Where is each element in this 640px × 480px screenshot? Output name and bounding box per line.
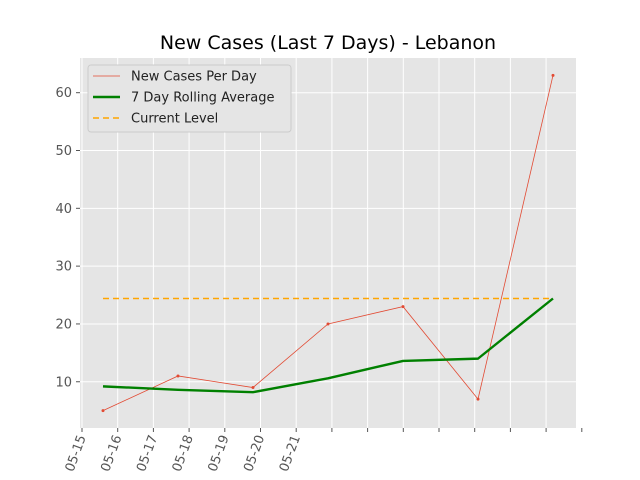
new-cases-point	[401, 305, 405, 309]
x-tick-label: 05-16	[98, 433, 125, 474]
x-tick-label: 05-21	[277, 433, 304, 474]
x-tick-label: 05-15	[63, 433, 90, 474]
x-tick-label: 05-18	[170, 433, 197, 474]
new-cases-point	[176, 374, 180, 378]
new-cases-point	[551, 73, 555, 77]
x-tick-label: 05-17	[134, 433, 161, 474]
legend-label: Current Level	[131, 112, 218, 127]
legend-label: 7 Day Rolling Average	[131, 91, 274, 106]
y-tick-label: 40	[55, 202, 72, 217]
y-tick-label: 20	[55, 317, 72, 332]
new-cases-point	[101, 409, 105, 413]
new-cases-point	[251, 386, 255, 390]
new-cases-point	[476, 397, 480, 401]
y-tick-label: 30	[55, 260, 72, 275]
legend-label: New Cases Per Day	[131, 70, 257, 85]
legend-box	[87, 64, 292, 133]
chart-title: New Cases (Last 7 Days) - Lebanon	[160, 32, 496, 54]
series-layer	[101, 73, 555, 413]
x-tick-label: 05-19	[206, 433, 233, 474]
y-tick-label: 10	[55, 375, 72, 390]
y-tick-label: 50	[55, 144, 72, 159]
y-tick-label: 60	[55, 86, 72, 101]
x-tick-label: 05-20	[241, 433, 268, 474]
legend: New Cases Per Day 7 Day Rolling Average Cu…	[87, 64, 292, 133]
series-rolling-average-line	[102, 297, 554, 394]
new-cases-point	[326, 322, 330, 326]
